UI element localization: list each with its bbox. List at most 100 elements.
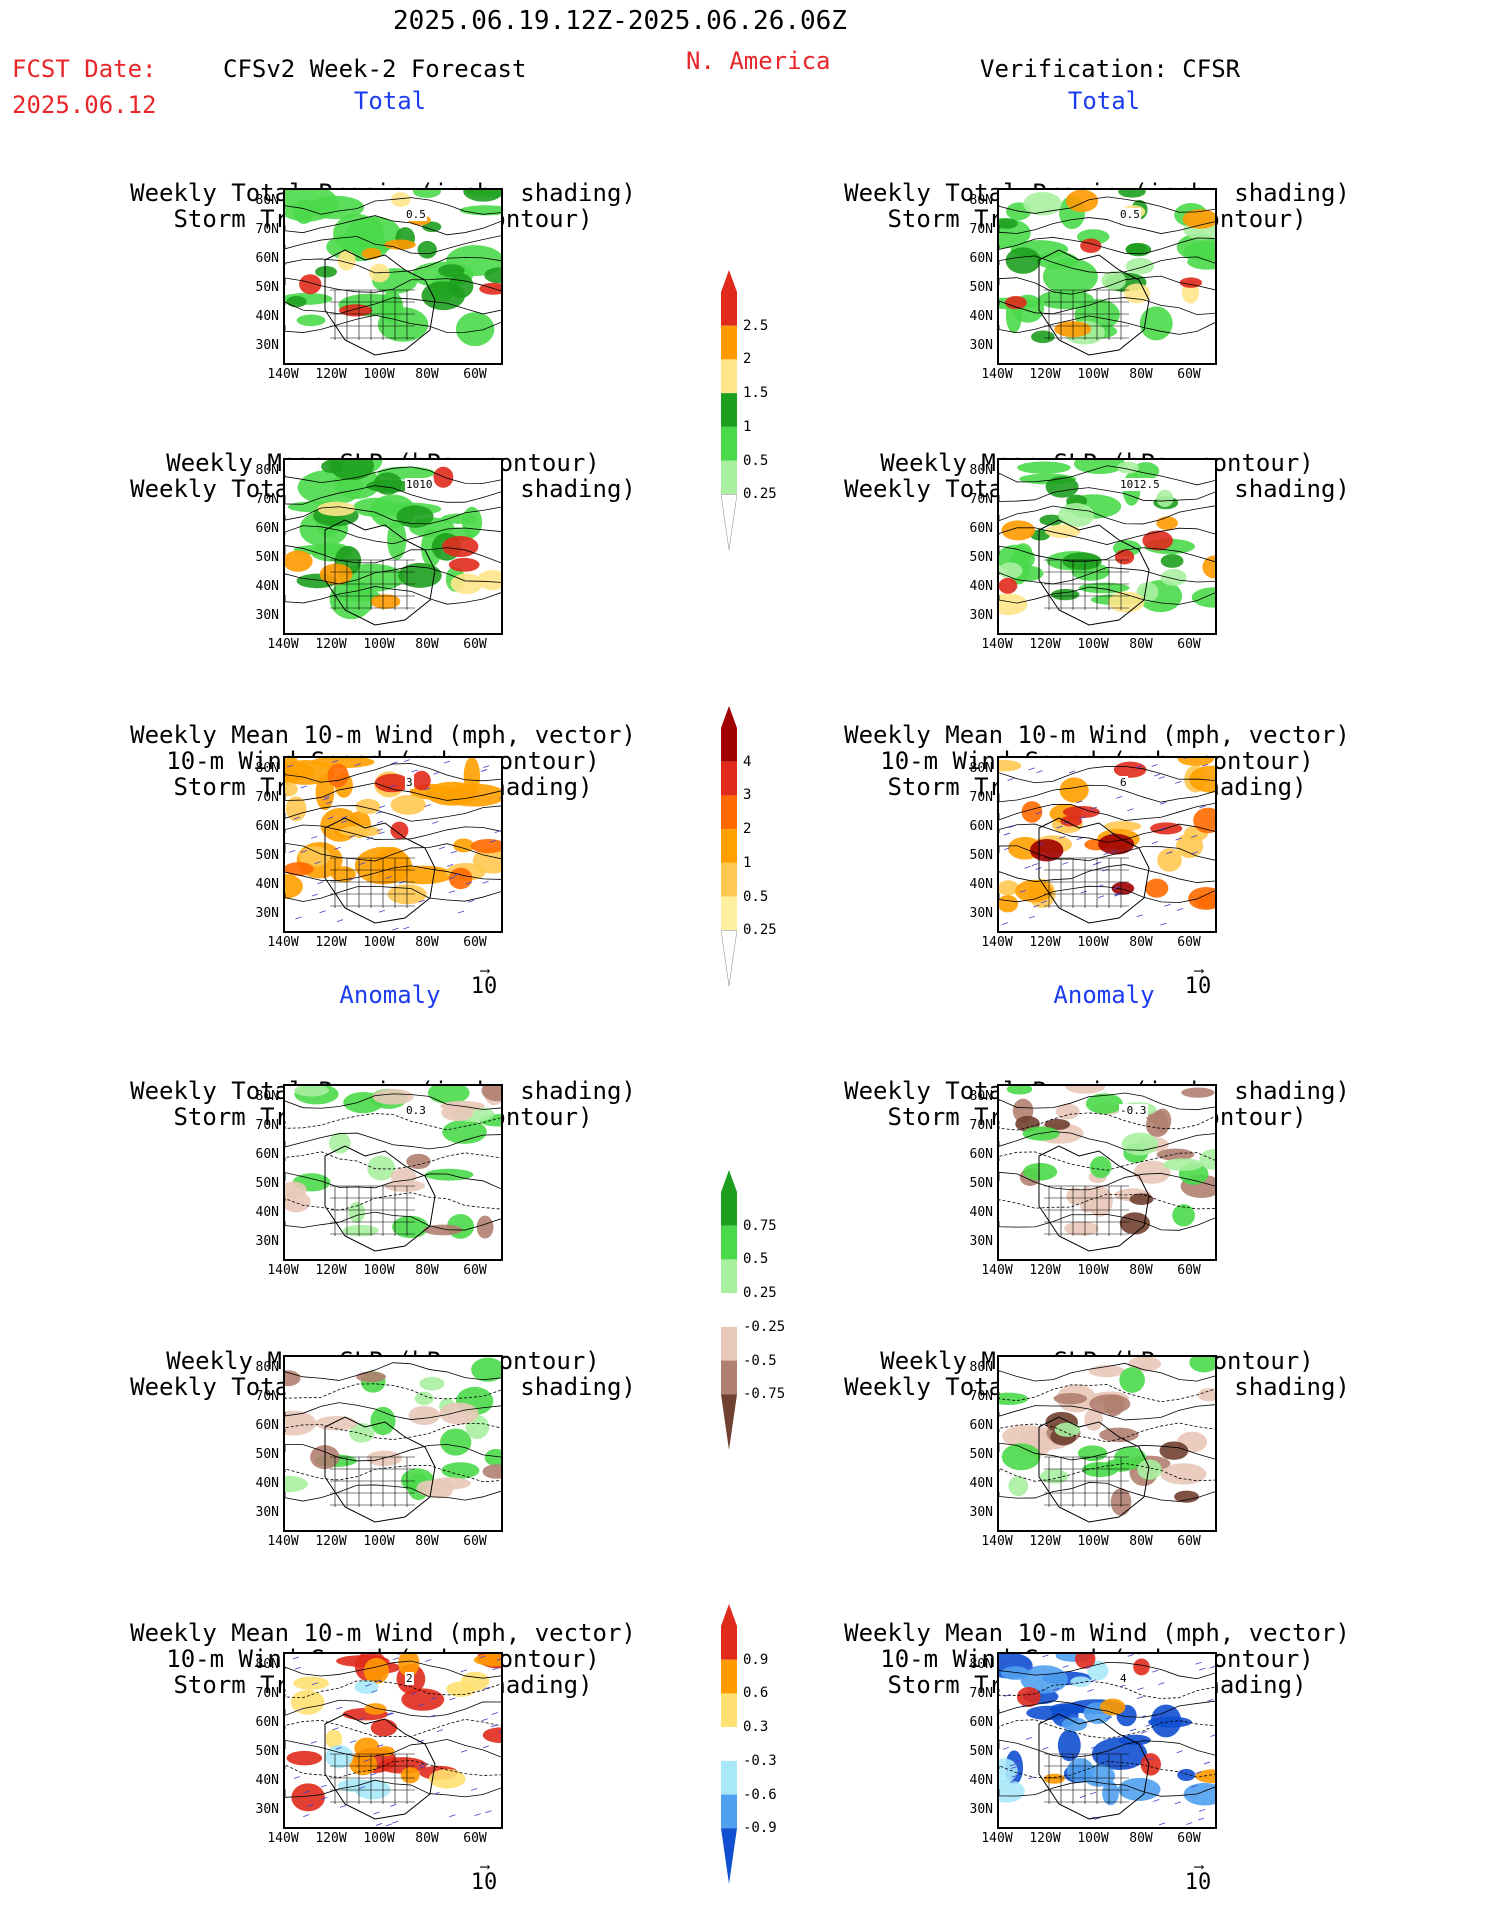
- colorbar-label: 4: [743, 753, 752, 770]
- lat-tick-label: 30N: [969, 1802, 993, 1817]
- lon-tick-label: 60W: [1177, 1263, 1201, 1278]
- lat-tick-label: 60N: [969, 1418, 993, 1433]
- map-fc-total-slp: 1010: [283, 458, 503, 635]
- lon-tick-label: 80W: [1129, 1534, 1153, 1549]
- section-anomaly-left: Anomaly: [339, 981, 441, 1009]
- colorbar-label: -0.5: [743, 1352, 777, 1369]
- contour-label: 1010: [405, 478, 434, 491]
- map-fc-anom-slp: [283, 1355, 503, 1532]
- lon-tick-label: 100W: [1077, 1263, 1109, 1278]
- colorbar-label: -0.25: [743, 1318, 786, 1335]
- lat-tick-label: 50N: [255, 550, 279, 565]
- lat-tick-label: 40N: [255, 579, 279, 594]
- colorbar-label: -0.9: [743, 1820, 777, 1837]
- lon-tick-label: 120W: [1029, 935, 1061, 950]
- lat-tick-label: 40N: [969, 1773, 993, 1788]
- colorbar-label: 0.25: [743, 486, 777, 503]
- lon-tick-label: 120W: [315, 1534, 347, 1549]
- vector-ref-fc-total: ⟶ 10: [470, 963, 498, 999]
- lat-tick-label: 80N: [969, 193, 993, 208]
- lon-tick-label: 80W: [415, 1263, 439, 1278]
- contour-label: 3: [405, 776, 414, 789]
- colorbar-label: -0.6: [743, 1786, 777, 1803]
- lat-tick-label: 60N: [969, 1147, 993, 1162]
- lon-tick-label: 60W: [463, 1263, 487, 1278]
- main-title: 2025.06.19.12Z-2025.06.26.06Z: [393, 6, 847, 36]
- map-vf-total-wind: 6: [997, 756, 1217, 933]
- lat-tick-label: 30N: [255, 338, 279, 353]
- lat-tick-label: 40N: [255, 1205, 279, 1220]
- map-vf-anom-precip: -0.3: [997, 1084, 1217, 1261]
- lat-tick-label: 50N: [255, 1176, 279, 1191]
- fcst-date-value: 2025.06.12: [12, 91, 157, 119]
- lon-tick-label: 140W: [981, 637, 1013, 652]
- colorbar-storm-total: 4 3 2 1 0.5 0.25: [721, 706, 777, 986]
- lon-tick-label: 60W: [463, 367, 487, 382]
- lat-tick-label: 50N: [969, 848, 993, 863]
- lat-tick-label: 50N: [969, 1447, 993, 1462]
- colorbar-label: -0.3: [743, 1752, 777, 1769]
- contour-label: 0.3: [405, 1104, 427, 1117]
- lat-tick-label: 80N: [255, 463, 279, 478]
- map-fc-anom-precip: 0.3: [283, 1084, 503, 1261]
- lat-tick-label: 60N: [969, 521, 993, 536]
- colorbar-label: 2: [743, 821, 752, 838]
- lon-tick-label: 140W: [981, 1263, 1013, 1278]
- colorbar-storm-anom: 0.9 0.6 0.3 -0.3 -0.6 -0.9: [721, 1604, 777, 1884]
- lon-tick-label: 80W: [1129, 637, 1153, 652]
- lon-tick-label: 120W: [315, 1263, 347, 1278]
- lat-tick-label: 40N: [969, 579, 993, 594]
- lon-tick-label: 120W: [1029, 1831, 1061, 1846]
- lat-tick-label: 70N: [969, 1686, 993, 1701]
- lon-tick-label: 140W: [981, 1831, 1013, 1846]
- colorbar-precip-anom: 0.75 0.5 0.25 -0.25 -0.5 -0.75: [721, 1170, 785, 1450]
- lon-tick-label: 100W: [363, 1831, 395, 1846]
- lat-tick-label: 30N: [255, 1802, 279, 1817]
- lon-tick-label: 100W: [363, 367, 395, 382]
- lat-tick-label: 60N: [255, 819, 279, 834]
- verification-label: Verification: CFSR: [980, 55, 1241, 83]
- section-total-right: Total: [1067, 87, 1141, 115]
- lat-tick-label: 50N: [969, 280, 993, 295]
- lat-tick-label: 40N: [969, 1205, 993, 1220]
- lat-tick-label: 40N: [969, 1476, 993, 1491]
- lat-tick-label: 60N: [255, 521, 279, 536]
- lat-tick-label: 70N: [255, 1686, 279, 1701]
- lat-tick-label: 30N: [255, 1505, 279, 1520]
- vector-ref-vf-total: ⟶ 10: [1184, 963, 1212, 999]
- lat-tick-label: 60N: [969, 251, 993, 266]
- lon-tick-label: 80W: [415, 637, 439, 652]
- lat-tick-label: 60N: [969, 1715, 993, 1730]
- colorbar-label: 0.5: [743, 452, 769, 469]
- lon-tick-label: 120W: [315, 1831, 347, 1846]
- lon-tick-label: 100W: [363, 935, 395, 950]
- lat-tick-label: 70N: [969, 222, 993, 237]
- lon-tick-label: 80W: [415, 1831, 439, 1846]
- colorbar-label: 1: [743, 418, 752, 435]
- lat-tick-label: 40N: [255, 309, 279, 324]
- lat-tick-label: 40N: [969, 309, 993, 324]
- colorbar-label: 0.3: [743, 1719, 769, 1736]
- lat-tick-label: 70N: [969, 1118, 993, 1133]
- colorbar-label: 3: [743, 787, 752, 804]
- lon-tick-label: 60W: [1177, 1831, 1201, 1846]
- lat-tick-label: 60N: [255, 1418, 279, 1433]
- lat-tick-label: 30N: [969, 906, 993, 921]
- lon-tick-label: 120W: [315, 367, 347, 382]
- lon-tick-label: 120W: [1029, 637, 1061, 652]
- lat-tick-label: 30N: [969, 1505, 993, 1520]
- lat-tick-label: 40N: [255, 877, 279, 892]
- lat-tick-label: 70N: [255, 1118, 279, 1133]
- vector-ref-vf-anom: ⟶ 10: [1184, 1859, 1212, 1895]
- lat-tick-label: 70N: [969, 790, 993, 805]
- lon-tick-label: 140W: [267, 1831, 299, 1846]
- colorbar-label: 2.5: [743, 317, 769, 334]
- lon-tick-label: 60W: [463, 935, 487, 950]
- colorbar-label: 0.5: [743, 888, 769, 905]
- lon-tick-label: 140W: [267, 1534, 299, 1549]
- lat-tick-label: 60N: [255, 251, 279, 266]
- lon-tick-label: 140W: [267, 935, 299, 950]
- lat-tick-label: 70N: [255, 222, 279, 237]
- contour-label: 0.5: [405, 208, 427, 221]
- lat-tick-label: 80N: [255, 1657, 279, 1672]
